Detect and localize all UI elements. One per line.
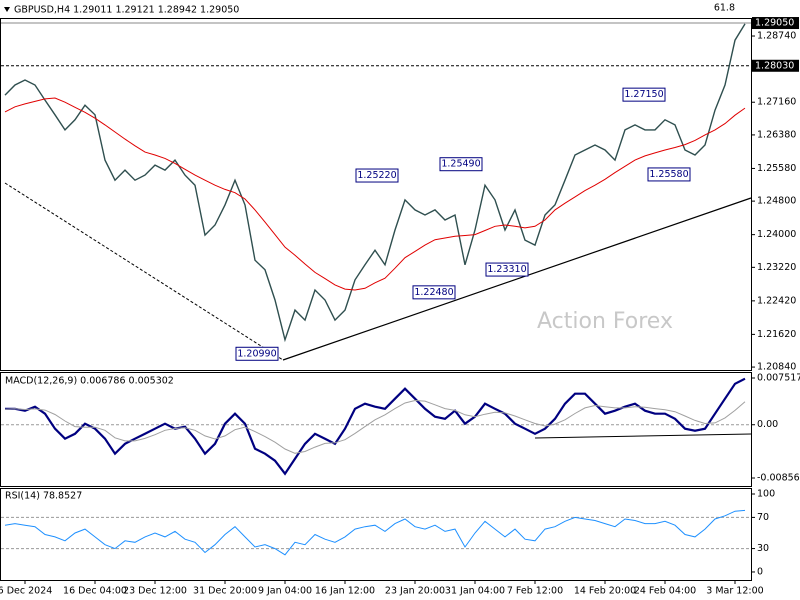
corner-text: 61.8 bbox=[714, 3, 735, 14]
trend-line bbox=[282, 197, 752, 361]
x-tick-label: 16 Dec 04:00 bbox=[63, 586, 127, 597]
price-label: 1.29050 bbox=[755, 18, 794, 29]
series-line bbox=[4, 509, 746, 556]
watermark: Action Forex bbox=[537, 309, 673, 334]
annotation-label: 1.25580 bbox=[649, 169, 688, 180]
x-tick-label: 3 Mar 12:00 bbox=[706, 586, 763, 597]
y-tick-label: 0.00 bbox=[757, 419, 778, 430]
x-tick-label: 24 Feb 04:00 bbox=[634, 586, 696, 597]
annotation-box bbox=[439, 157, 483, 172]
macd-title: MACD(12,26,9) 0.006786 0.005302 bbox=[5, 376, 174, 387]
y-tick-label: 0 bbox=[757, 566, 763, 577]
price-box bbox=[752, 59, 799, 72]
series-line bbox=[4, 399, 746, 454]
y-tick-label: 1.20840 bbox=[757, 362, 796, 373]
y-tick-label: 30 bbox=[757, 543, 769, 554]
y-tick-label: 70 bbox=[757, 512, 769, 523]
annotation-label: 1.20990 bbox=[237, 348, 276, 359]
x-tick-label: 23 Jan 20:00 bbox=[385, 586, 445, 597]
annotation-box bbox=[647, 167, 691, 182]
main-panel bbox=[0, 18, 752, 371]
annotation-label: 1.25220 bbox=[357, 170, 396, 181]
x-tick-label: 31 Jan 04:00 bbox=[445, 586, 505, 597]
annotation-label: 1.23310 bbox=[487, 264, 526, 275]
annotation-label: 1.25490 bbox=[441, 159, 480, 170]
x-tick-label: 23 Dec 12:00 bbox=[123, 586, 187, 597]
annotation-label: 1.22480 bbox=[414, 287, 453, 298]
y-tick-label: 1.28740 bbox=[757, 31, 796, 42]
price-box bbox=[752, 17, 799, 30]
y-tick-label: 1.26380 bbox=[757, 129, 796, 140]
macd-trend-line bbox=[534, 433, 752, 439]
x-tick-label: 16 Jan 12:00 bbox=[315, 586, 375, 597]
y-tick-label: 1.23220 bbox=[757, 262, 796, 273]
price-label: 1.28030 bbox=[755, 60, 794, 71]
y-tick-label: 0.007517 bbox=[757, 372, 800, 383]
annotation-box bbox=[622, 87, 666, 102]
y-tick-label: 1.21620 bbox=[757, 329, 796, 340]
x-tick-label: 31 Dec 20:00 bbox=[193, 586, 257, 597]
annotation-box bbox=[485, 262, 529, 277]
y-tick-label: 1.24800 bbox=[757, 196, 796, 207]
x-tick-label: 6 Dec 2024 bbox=[0, 586, 52, 597]
menu-arrow bbox=[4, 7, 10, 12]
y-tick-label: 1.25580 bbox=[757, 163, 796, 174]
series-line bbox=[4, 23, 746, 343]
rsi-title: RSI(14) 78.8527 bbox=[5, 491, 82, 502]
x-tick-label: 9 Jan 04:00 bbox=[258, 586, 312, 597]
y-tick-label: 100 bbox=[757, 489, 775, 500]
y-tick-label: 1.27160 bbox=[757, 97, 796, 108]
macd-panel bbox=[0, 372, 752, 487]
x-tick-label: 7 Feb 12:00 bbox=[507, 586, 563, 597]
rsi-panel bbox=[0, 488, 752, 581]
y-tick-label: 1.24000 bbox=[757, 229, 796, 240]
series-line bbox=[4, 97, 746, 291]
annotation-box bbox=[355, 168, 399, 183]
annotation-box bbox=[412, 285, 456, 300]
annotation-box bbox=[235, 346, 279, 361]
annotation-label: 1.27150 bbox=[624, 89, 663, 100]
y-tick-label: 1.22420 bbox=[757, 295, 796, 306]
y-tick-label: -0.008566 bbox=[757, 473, 800, 484]
x-tick-label: 14 Feb 20:00 bbox=[574, 586, 636, 597]
chart-title: GBPUSD,H4 1.29011 1.29121 1.28942 1.2905… bbox=[14, 5, 239, 16]
